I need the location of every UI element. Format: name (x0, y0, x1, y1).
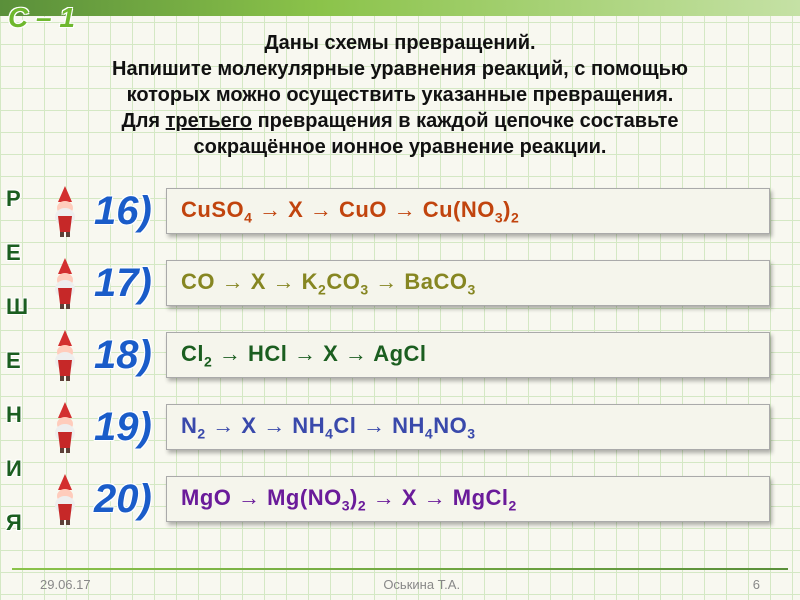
footer-date: 29.06.17 (40, 577, 91, 592)
problem-row: 20) MgO → Mg(NO3)2 → X → MgCl2 (40, 472, 770, 526)
gnome-icon (40, 184, 90, 238)
heading-line4-rest: превращения в каждой цепочке составьте (258, 110, 679, 132)
heading-line3: которых можно осуществить указанные прев… (127, 84, 674, 106)
side-vertical-label: Р Е Ш Е Н И Я (6, 186, 28, 536)
bottom-accent-line (12, 568, 788, 570)
formula: CO → X → K2CO3 → BaCO3 (181, 269, 476, 294)
problem-rows: 16) CuSO4 → X → CuO → Cu(NO3)2 17) CO → … (40, 184, 770, 544)
problem-number: 18) (94, 333, 166, 378)
footer-page: 6 (753, 577, 760, 592)
formula: CuSO4 → X → CuO → Cu(NO3)2 (181, 197, 519, 222)
heading-line2: Напишите молекулярные уравнения реакций,… (112, 58, 688, 80)
formula: Cl2 → HCl → X → AgCl (181, 341, 427, 366)
side-letter: И (6, 456, 28, 482)
side-letter: Ш (6, 294, 28, 320)
side-letter: Р (6, 186, 28, 212)
task-heading: Даны схемы превращений. Напишите молекул… (20, 30, 780, 160)
gnome-icon (40, 400, 90, 454)
problem-row: 19) N2 → X → NH4Cl → NH4NO3 (40, 400, 770, 454)
side-letter: Н (6, 402, 28, 428)
side-letter: Я (6, 510, 28, 536)
footer: 29.06.17 Оськина Т.А. 6 (0, 577, 800, 592)
problem-formula-box[interactable]: Cl2 → HCl → X → AgCl (166, 332, 770, 378)
gnome-icon (40, 256, 90, 310)
heading-block: Даны схемы превращений. Напишите молекул… (0, 30, 800, 160)
problem-formula-box[interactable]: CuSO4 → X → CuO → Cu(NO3)2 (166, 188, 770, 234)
problem-row: 18) Cl2 → HCl → X → AgCl (40, 328, 770, 382)
problem-row: 16) CuSO4 → X → CuO → Cu(NO3)2 (40, 184, 770, 238)
side-letter: Е (6, 240, 28, 266)
gnome-icon (40, 328, 90, 382)
problem-number: 20) (94, 477, 166, 522)
problem-number: 16) (94, 189, 166, 234)
footer-author: Оськина Т.А. (383, 577, 460, 592)
formula: N2 → X → NH4Cl → NH4NO3 (181, 413, 475, 438)
heading-line4: Для третьего превращения в каждой цепочк… (121, 110, 678, 132)
problem-number: 17) (94, 261, 166, 306)
heading-underlined: третьего (166, 110, 252, 132)
problem-formula-box[interactable]: CO → X → K2CO3 → BaCO3 (166, 260, 770, 306)
heading-line1: Даны схемы превращений. (264, 32, 535, 54)
gnome-icon (40, 472, 90, 526)
problem-formula-box[interactable]: MgO → Mg(NO3)2 → X → MgCl2 (166, 476, 770, 522)
top-accent-bar (0, 0, 800, 16)
side-letter: Е (6, 348, 28, 374)
heading-line5: сокращённое ионное уравнение реакции. (194, 136, 607, 158)
problem-formula-box[interactable]: N2 → X → NH4Cl → NH4NO3 (166, 404, 770, 450)
formula: MgO → Mg(NO3)2 → X → MgCl2 (181, 485, 517, 510)
problem-number: 19) (94, 405, 166, 450)
problem-row: 17) CO → X → K2CO3 → BaCO3 (40, 256, 770, 310)
